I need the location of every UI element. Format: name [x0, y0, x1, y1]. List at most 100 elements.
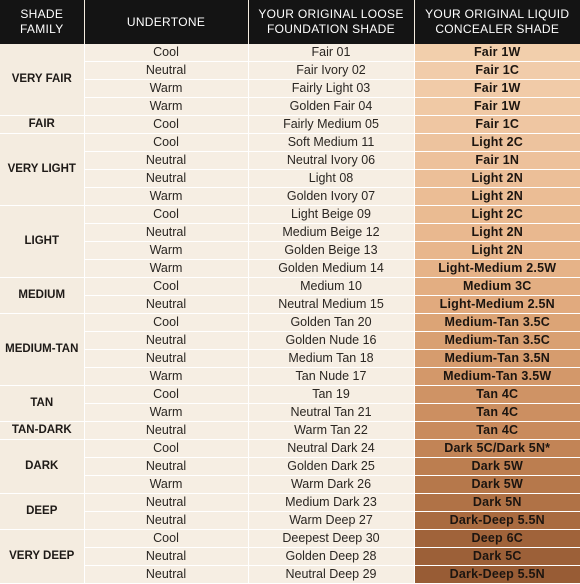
liquid-concealer-cell: Light 2C — [414, 133, 580, 152]
table-row: VERY DEEP Cool Deepest Deep 30 Deep 6C — [0, 529, 580, 584]
loose-foundation-cell: Light 08 — [248, 169, 415, 188]
header-row: SHADE FAMILY UNDERTONE YOUR ORIGINAL LOO… — [0, 0, 580, 44]
liquid-concealer-cell: Light 2N — [414, 223, 580, 242]
header-liquid-concealer: YOUR ORIGINAL LIQUID CONCEALER SHADE — [414, 0, 580, 44]
loose-foundation-cell: Soft Medium 11 — [248, 133, 415, 152]
undertone-cell: Warm — [84, 475, 249, 494]
table-row: MEDIUM-TAN Cool Golden Tan 20 Medium-Tan 3.… — [0, 313, 580, 386]
loose-foundation-cell: Golden Beige 13 — [248, 241, 415, 260]
table-row: VERY LIGHT Cool Soft Medium 11 Light 2C — [0, 133, 580, 206]
liquid-concealer-cell: Tan 4C — [414, 385, 580, 404]
undertone-cell: Neutral — [84, 565, 249, 584]
undertone-cell: Warm — [84, 97, 249, 116]
liquid-concealer-cell: Fair 1N — [414, 151, 580, 170]
table-row: DARK Cool Neutral Dark 24 Dark 5C/Dark 5N* — [0, 439, 580, 494]
liquid-concealer-cell: Light 2C — [414, 205, 580, 224]
header-shade-family: SHADE FAMILY — [0, 0, 85, 44]
table-row: Neutral Neutral Medium 15 Light-Medium 2.5… — [0, 295, 580, 314]
shade-family-cell: VERY LIGHT — [0, 133, 85, 206]
loose-foundation-cell: Golden Ivory 07 — [248, 187, 415, 206]
undertone-cell: Neutral — [84, 61, 249, 80]
table-row: Warm Tan Nude 17 Medium-Tan 3.5W — [0, 367, 580, 386]
undertone-cell: Cool — [84, 385, 249, 404]
shade-family-cell: MEDIUM — [0, 277, 85, 314]
undertone-cell: Cool — [84, 439, 249, 458]
loose-foundation-cell: Golden Deep 28 — [248, 547, 415, 566]
loose-foundation-cell: Medium Beige 12 — [248, 223, 415, 242]
loose-foundation-cell: Golden Tan 20 — [248, 313, 415, 332]
loose-foundation-cell: Medium Dark 23 — [248, 493, 415, 512]
table-row: Neutral Light 08 Light 2N — [0, 169, 580, 188]
liquid-concealer-cell: Light 2N — [414, 241, 580, 260]
table-header: SHADE FAMILY UNDERTONE YOUR ORIGINAL LOO… — [0, 0, 580, 44]
loose-foundation-cell: Light Beige 09 — [248, 205, 415, 224]
undertone-cell: Warm — [84, 259, 249, 278]
table-row: DEEP Neutral Medium Dark 23 Dark 5N — [0, 493, 580, 530]
shade-family-cell: MEDIUM-TAN — [0, 313, 85, 386]
loose-foundation-cell: Fairly Medium 05 — [248, 115, 415, 134]
loose-foundation-cell: Golden Dark 25 — [248, 457, 415, 476]
loose-foundation-cell: Fair Ivory 02 — [248, 61, 415, 80]
loose-foundation-cell: Medium Tan 18 — [248, 349, 415, 368]
loose-foundation-cell: Neutral Ivory 06 — [248, 151, 415, 170]
liquid-concealer-cell: Fair 1C — [414, 115, 580, 134]
table-row: Warm Golden Fair 04 Fair 1W — [0, 97, 580, 116]
loose-foundation-cell: Neutral Dark 24 — [248, 439, 415, 458]
table-row: Warm Warm Dark 26 Dark 5W — [0, 475, 580, 494]
table-row: TAN Cool Tan 19 Tan 4C — [0, 385, 580, 422]
liquid-concealer-cell: Dark 5C — [414, 547, 580, 566]
loose-foundation-cell: Tan 19 — [248, 385, 415, 404]
undertone-cell: Cool — [84, 529, 249, 548]
liquid-concealer-cell: Tan 4C — [414, 421, 580, 440]
table-row: Warm Golden Ivory 07 Light 2N — [0, 187, 580, 206]
undertone-cell: Neutral — [84, 151, 249, 170]
liquid-concealer-cell: Dark 5W — [414, 475, 580, 494]
undertone-cell: Cool — [84, 205, 249, 224]
liquid-concealer-cell: Medium-Tan 3.5N — [414, 349, 580, 368]
liquid-concealer-cell: Medium 3C — [414, 277, 580, 296]
liquid-concealer-cell: Fair 1W — [414, 79, 580, 98]
loose-foundation-cell: Tan Nude 17 — [248, 367, 415, 386]
table-body: VERY FAIR Cool Fair 01 Fair 1W Neutral Fair I… — [0, 44, 580, 584]
loose-foundation-cell: Golden Nude 16 — [248, 331, 415, 350]
loose-foundation-cell: Deepest Deep 30 — [248, 529, 415, 548]
loose-foundation-cell: Medium 10 — [248, 277, 415, 296]
table-row: Neutral Medium Beige 12 Light 2N — [0, 223, 580, 242]
undertone-cell: Cool — [84, 115, 249, 134]
undertone-cell: Cool — [84, 133, 249, 152]
loose-foundation-cell: Neutral Deep 29 — [248, 565, 415, 584]
undertone-cell: Cool — [84, 313, 249, 332]
table-row: TAN-DARK Neutral Warm Tan 22 Tan 4C — [0, 421, 580, 440]
undertone-cell: Neutral — [84, 349, 249, 368]
table-row: Neutral Medium Tan 18 Medium-Tan 3.5N — [0, 349, 580, 368]
undertone-cell: Warm — [84, 367, 249, 386]
table-row: Neutral Neutral Deep 29 Dark-Deep 5.5N — [0, 565, 580, 584]
liquid-concealer-cell: Fair 1W — [414, 97, 580, 116]
table-row: VERY FAIR Cool Fair 01 Fair 1W — [0, 44, 580, 116]
header-loose-foundation: YOUR ORIGINAL LOOSE FOUNDATION SHADE — [248, 0, 415, 44]
shade-family-cell: VERY FAIR — [0, 44, 85, 116]
liquid-concealer-cell: Medium-Tan 3.5C — [414, 313, 580, 332]
undertone-cell: Warm — [84, 241, 249, 260]
undertone-cell: Warm — [84, 79, 249, 98]
undertone-cell: Neutral — [84, 223, 249, 242]
table-row: Warm Golden Beige 13 Light 2N — [0, 241, 580, 260]
table-row: FAIR Cool Fairly Medium 05 Fair 1C — [0, 115, 580, 134]
undertone-cell: Neutral — [84, 295, 249, 314]
shade-family-cell: DEEP — [0, 493, 85, 530]
table-row: LIGHT Cool Light Beige 09 Light 2C — [0, 205, 580, 278]
undertone-cell: Neutral — [84, 547, 249, 566]
liquid-concealer-cell: Tan 4C — [414, 403, 580, 422]
table-row: Warm Fairly Light 03 Fair 1W — [0, 79, 580, 98]
shade-family-cell: LIGHT — [0, 205, 85, 278]
undertone-cell: Warm — [84, 187, 249, 206]
table-row: Neutral Neutral Ivory 06 Fair 1N — [0, 151, 580, 170]
liquid-concealer-cell: Dark-Deep 5.5N — [414, 511, 580, 530]
liquid-concealer-cell: Fair 1C — [414, 61, 580, 80]
shade-family-cell: VERY DEEP — [0, 529, 85, 584]
shade-family-cell: TAN-DARK — [0, 421, 85, 440]
liquid-concealer-cell: Light 2N — [414, 169, 580, 188]
liquid-concealer-cell: Dark 5C/Dark 5N* — [414, 439, 580, 458]
undertone-cell: Cool — [84, 44, 249, 62]
